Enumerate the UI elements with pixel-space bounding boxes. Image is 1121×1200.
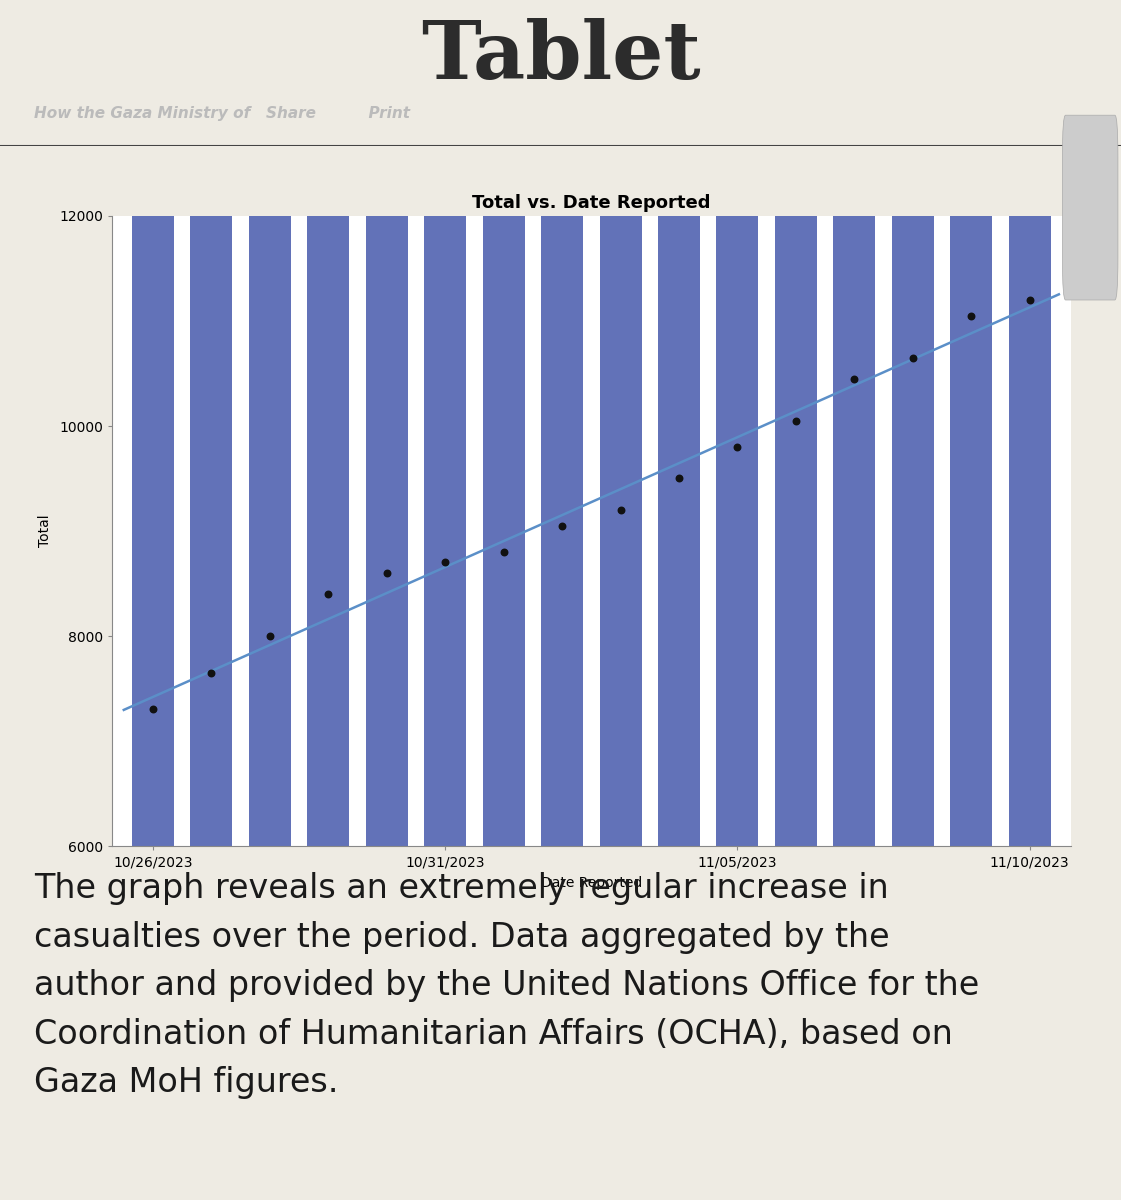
Point — [787, 412, 805, 431]
FancyBboxPatch shape — [1063, 115, 1118, 300]
Bar — [483, 0, 525, 846]
Bar — [424, 0, 466, 846]
Point — [319, 584, 337, 604]
Bar — [891, 0, 934, 846]
Bar — [833, 0, 876, 846]
Point — [494, 542, 512, 562]
Title: Total vs. Date Reported: Total vs. Date Reported — [472, 193, 711, 211]
X-axis label: Date Reported: Date Reported — [540, 876, 642, 890]
Bar — [541, 0, 583, 846]
Point — [729, 438, 747, 457]
Point — [553, 516, 571, 535]
Point — [143, 700, 161, 719]
Text: How the Gaza Ministry of   Share          Print: How the Gaza Ministry of Share Print — [34, 106, 409, 121]
Bar — [1009, 0, 1050, 846]
Point — [436, 553, 454, 572]
Y-axis label: Total: Total — [38, 515, 53, 547]
Point — [962, 306, 980, 325]
Point — [261, 626, 279, 646]
Bar — [775, 0, 817, 846]
Bar — [132, 79, 174, 846]
Bar — [600, 0, 641, 846]
Bar — [307, 0, 350, 846]
Point — [845, 370, 863, 389]
Text: The graph reveals an extremely regular increase in
casualties over the period. D: The graph reveals an extremely regular i… — [35, 872, 980, 1099]
Point — [612, 500, 630, 520]
Text: Tablet: Tablet — [420, 18, 701, 96]
Bar — [951, 0, 992, 846]
Point — [904, 348, 921, 367]
Point — [203, 664, 221, 683]
Point — [378, 563, 396, 582]
Point — [1021, 290, 1039, 310]
Bar — [191, 43, 232, 846]
Bar — [249, 6, 291, 846]
Bar — [658, 0, 700, 846]
Bar — [365, 0, 408, 846]
Point — [670, 469, 688, 488]
Bar — [716, 0, 759, 846]
